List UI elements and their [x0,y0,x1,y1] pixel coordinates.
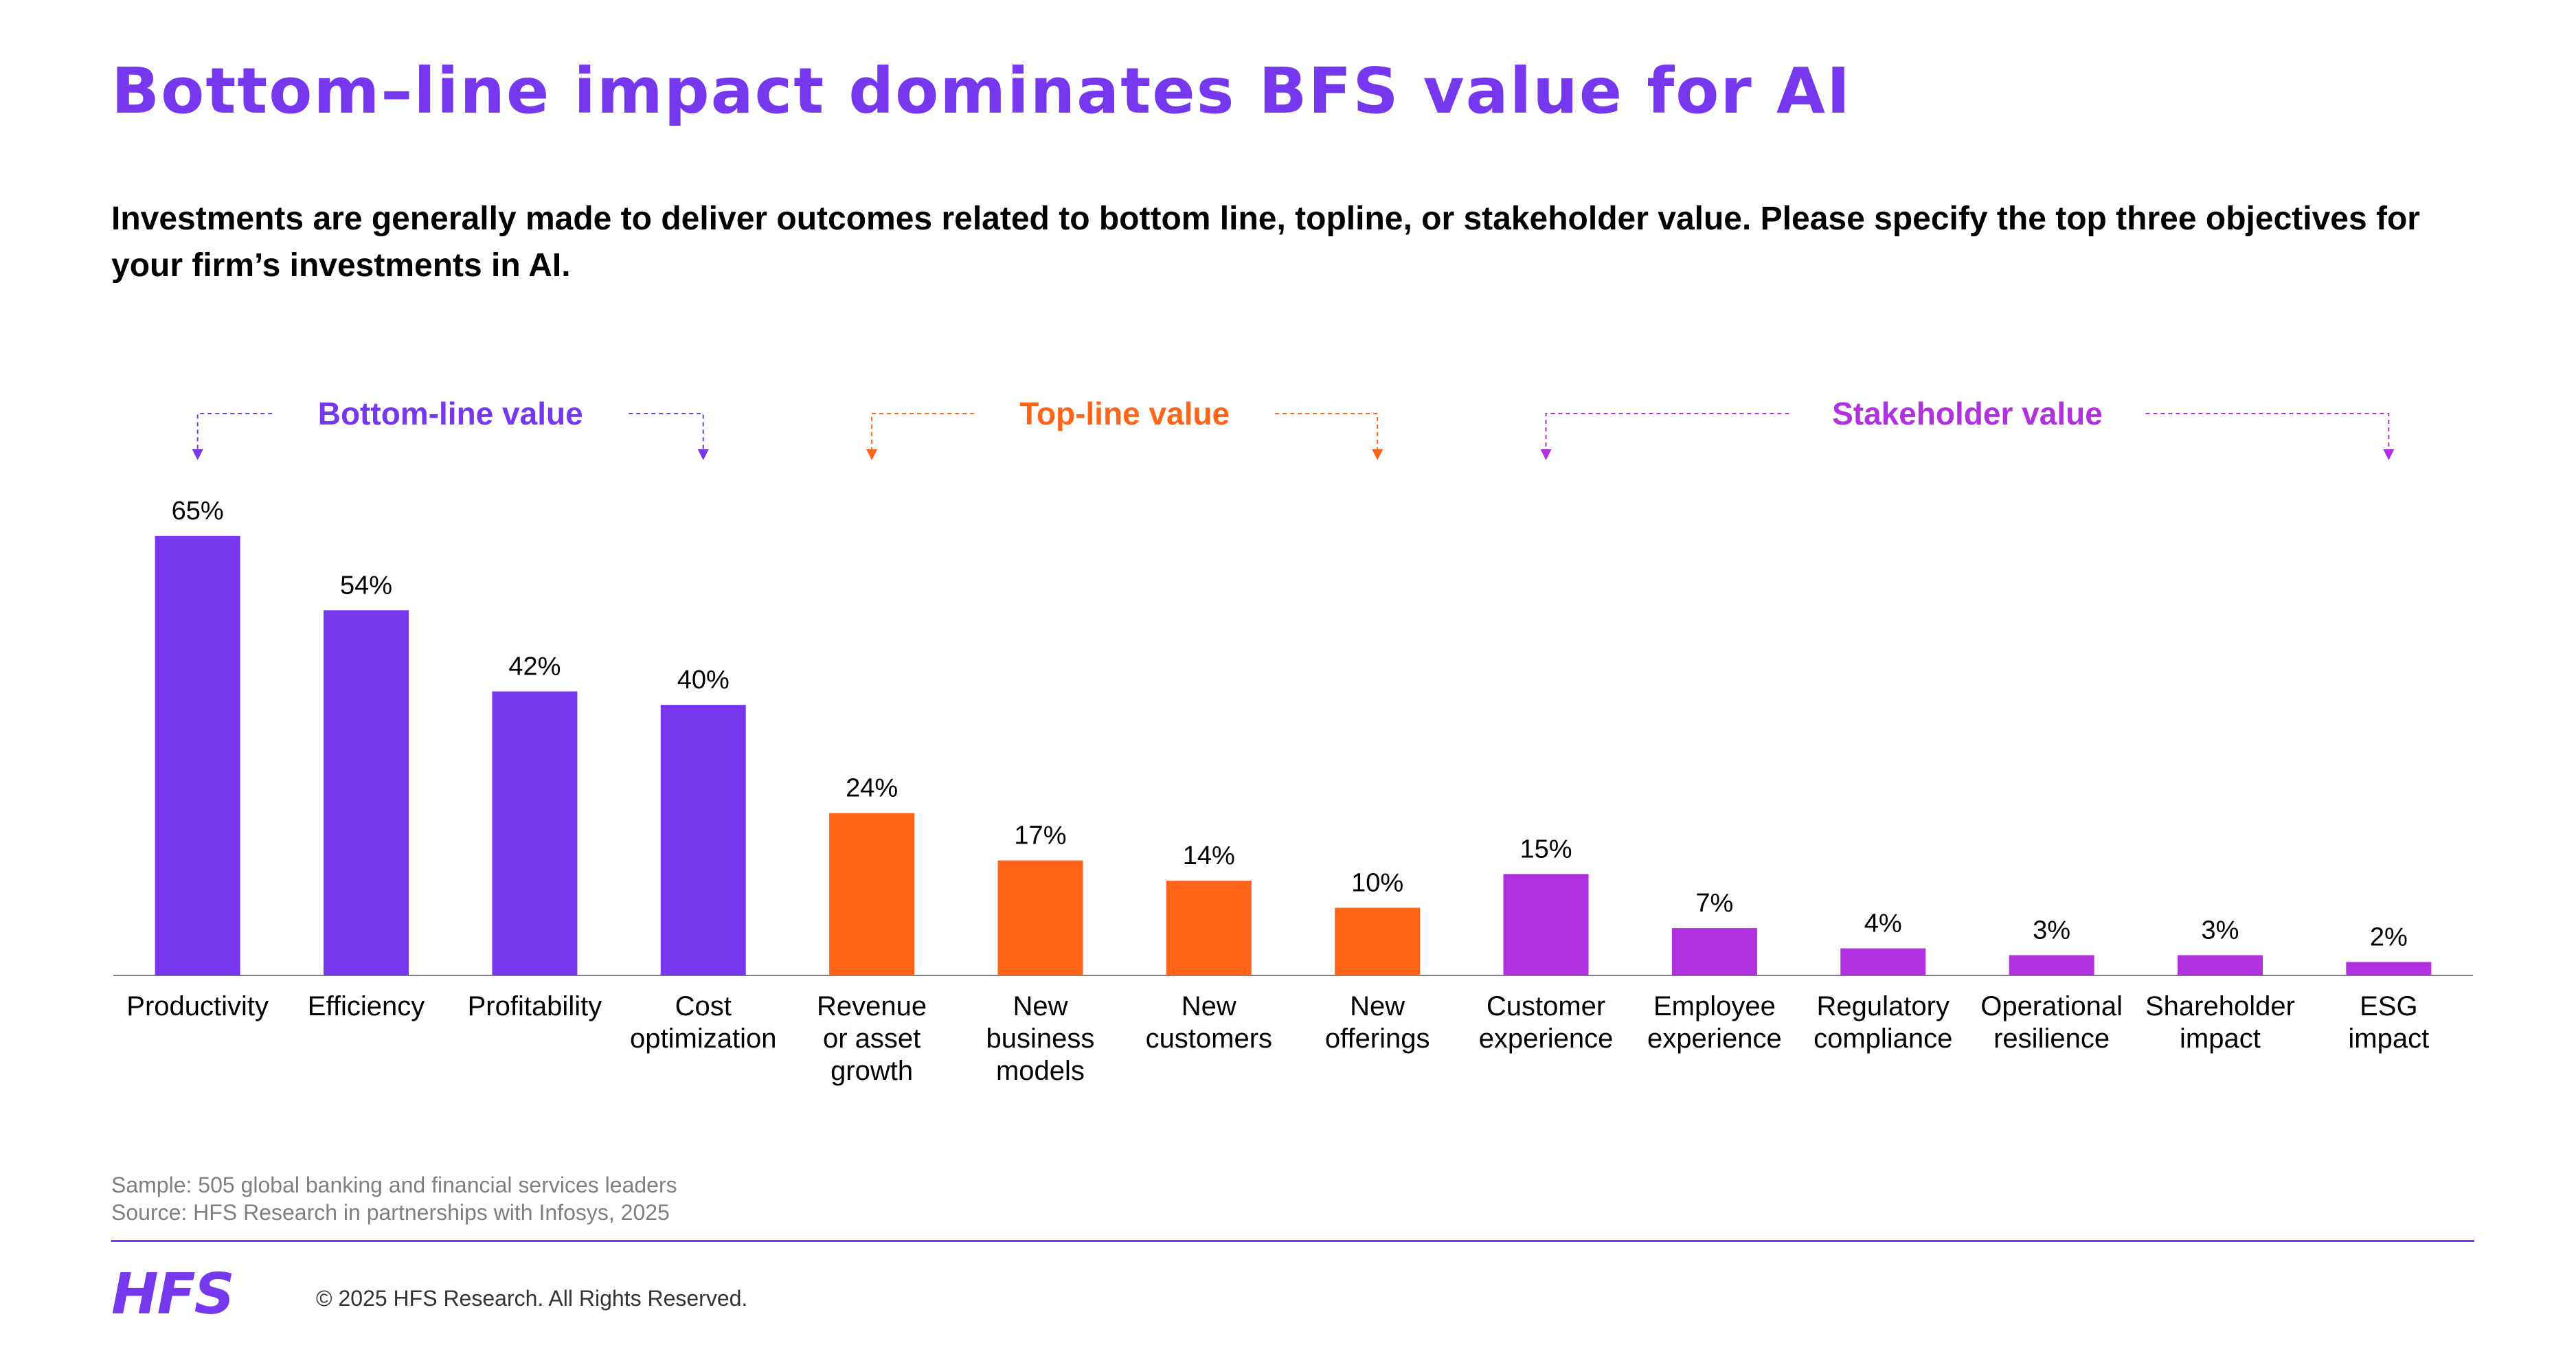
category-label-9: Employee experience [1647,991,1782,1054]
category-label-8: Customer experience [1479,991,1614,1054]
source-note: Source: HFS Research in partnerships wit… [111,1200,670,1225]
hfs-logo: HFS [111,1262,235,1327]
value-label-1: 54% [340,571,392,600]
group-arrow-left-1 [866,449,878,460]
group-bracket-right-2 [2145,413,2390,451]
category-label-3: Cost optimization [630,991,776,1054]
bar-2 [492,691,578,975]
bar-0 [155,536,240,975]
value-label-5: 17% [1014,822,1066,850]
footnotes: Sample: 505 global banking and financial… [111,1171,677,1226]
bar-3 [660,705,746,975]
group-label-0: Bottom-line value [318,396,583,431]
bar-11 [2009,955,2094,975]
group-arrow-left-2 [1540,449,1552,460]
category-label-11: Operational resilience [1980,991,2123,1054]
bar-6 [1166,881,1252,975]
group-bracket-right-1 [1275,413,1379,451]
bar-7 [1335,907,1421,975]
group-label-1: Top-line value [1019,396,1230,431]
group-bracket-left-2 [1545,413,1789,451]
category-label-1: Efficiency [308,991,425,1021]
bar-13 [2346,962,2432,975]
group-arrow-right-0 [697,449,709,460]
value-label-6: 14% [1183,841,1235,870]
sample-note: Sample: 505 global banking and financial… [111,1173,677,1197]
copyright-text: © 2025 HFS Research. All Rights Reserved… [316,1286,748,1311]
value-label-2: 42% [508,652,561,681]
value-label-12: 3% [2202,916,2239,945]
value-label-0: 65% [172,497,224,525]
value-label-4: 24% [846,774,898,803]
category-label-6: New customers [1146,991,1273,1054]
value-label-8: 15% [1520,835,1572,863]
footer-divider [111,1240,2474,1242]
value-label-10: 4% [1864,909,1902,938]
category-label-0: Productivity [126,991,269,1021]
bar-1 [324,610,409,975]
bar-4 [829,813,915,975]
value-label-13: 2% [2370,923,2408,951]
category-label-12: Shareholder impact [2145,991,2295,1054]
category-label-13: ESG impact [2348,991,2429,1054]
value-label-11: 3% [2033,916,2070,945]
category-label-10: Regulatory compliance [1814,991,1952,1054]
bar-12 [2177,955,2263,975]
bar-10 [1840,948,1926,975]
bar-9 [1671,928,1757,975]
group-arrow-left-0 [192,449,203,460]
category-label-5: New business models [986,991,1095,1086]
survey-question: Investments are generally made to delive… [111,201,2420,284]
group-arrow-right-2 [2383,449,2395,460]
category-label-7: New offerings [1325,991,1430,1054]
bar-8 [1503,874,1589,975]
group-label-2: Stakeholder value [1832,396,2103,431]
category-label-4: Revenue or asset growth [817,991,927,1086]
value-label-7: 10% [1351,869,1403,898]
value-label-9: 7% [1695,889,1733,918]
value-label-3: 40% [677,666,730,694]
group-bracket-left-0 [196,413,273,451]
group-arrow-right-1 [1372,449,1383,460]
bar-5 [997,860,1083,975]
group-bracket-left-1 [871,413,975,451]
category-label-2: Profitability [468,991,602,1021]
group-bracket-right-0 [629,413,704,451]
bar-chart: 65% Productivity 54% Efficiency 42% Profitabi… [113,396,2473,1086]
page-title: Bottom–line impact dominates BFS value f… [111,54,1852,128]
